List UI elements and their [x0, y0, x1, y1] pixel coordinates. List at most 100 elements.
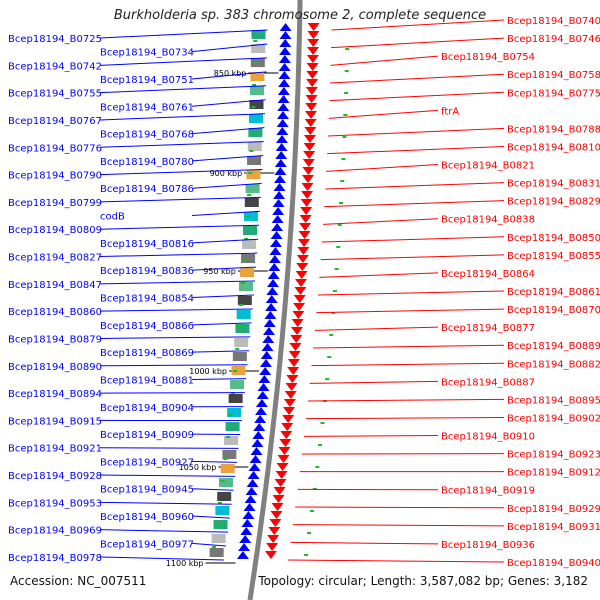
reverse-gene-arrow	[239, 535, 252, 543]
forward-gene-arrow	[293, 303, 306, 311]
feature-block	[234, 338, 249, 347]
feature-block	[231, 366, 246, 375]
right-connector-line	[328, 109, 439, 119]
left-gene-label: Bcep18194_B0836	[100, 266, 194, 277]
forward-gene-arrow	[277, 455, 290, 463]
reverse-gene-arrow	[256, 391, 269, 399]
right-gene-label: Bcep18194_B0882	[507, 359, 600, 370]
feature-block	[217, 492, 232, 501]
feature-block	[237, 296, 252, 305]
chromosome-backbone	[247, 0, 303, 600]
forward-gene-arrow	[266, 543, 279, 551]
forward-gene-arrow	[287, 359, 300, 367]
reverse-gene-arrow	[270, 231, 283, 239]
feature-mark	[320, 422, 325, 424]
forward-gene-arrow	[296, 255, 309, 263]
forward-gene-arrow	[306, 79, 319, 87]
forward-gene-arrow	[274, 479, 287, 487]
forward-gene-arrow	[284, 391, 297, 399]
left-gene-label: Bcep18194_B0978	[8, 553, 102, 564]
reverse-gene-arrow	[269, 247, 282, 255]
left-connector-line	[191, 542, 226, 547]
feature-block	[236, 310, 251, 319]
left-connector-line	[191, 99, 266, 107]
left-gene-label: Bcep18194_B0780	[100, 157, 194, 168]
reverse-gene-arrow	[247, 471, 260, 479]
left-connector-line	[191, 43, 268, 53]
forward-gene-arrow	[292, 311, 305, 319]
left-gene-label: Bcep18194_B0945	[100, 485, 194, 496]
right-connector-line	[321, 236, 505, 243]
left-gene-label: Bcep18194_B0869	[100, 348, 194, 359]
forward-gene-arrow	[283, 407, 296, 415]
right-connector-line	[290, 541, 439, 545]
forward-gene-arrow	[297, 247, 310, 255]
left-connector-line	[99, 364, 248, 367]
reverse-gene-arrow	[260, 351, 273, 359]
forward-gene-arrow	[302, 159, 315, 167]
left-gene-label: Bcep18194_B0921	[8, 444, 102, 455]
right-connector-line	[316, 308, 505, 314]
feature-block	[228, 394, 243, 403]
feature-block	[249, 100, 264, 109]
reverse-gene-arrow	[279, 23, 292, 31]
feature-mark	[239, 304, 244, 306]
right-connector-line	[323, 218, 439, 225]
right-gene-label: Bcep18194_B0829	[507, 197, 600, 208]
topology-text: Topology: circular; Length: 3,587,082 bp…	[258, 574, 588, 588]
right-gene-label: Bcep18194_B0895	[507, 395, 600, 406]
feature-mark	[327, 356, 332, 358]
feature-mark	[244, 238, 249, 240]
left-gene-label: Bcep18194_B0927	[100, 457, 194, 468]
reverse-gene-arrow	[252, 431, 265, 439]
feature-block	[241, 254, 256, 263]
feature-mark	[303, 554, 308, 556]
feature-mark	[253, 40, 258, 42]
right-gene-label: Bcep18194_B0775	[507, 88, 600, 99]
forward-gene-arrow	[299, 215, 312, 223]
left-gene-label: Bcep18194_B0894	[8, 389, 102, 400]
forward-gene-arrow	[295, 279, 308, 287]
feature-mark	[240, 282, 245, 284]
right-connector-line	[307, 398, 505, 402]
feature-mark	[339, 202, 344, 204]
left-connector-line	[99, 556, 224, 561]
forward-gene-arrow	[300, 199, 313, 207]
left-connector-line	[191, 294, 254, 298]
right-gene-label: Bcep18194_B0810	[507, 142, 600, 153]
left-gene-label: Bcep18194_B0799	[8, 198, 102, 209]
reverse-gene-arrow	[273, 191, 286, 199]
left-connector-line	[191, 322, 252, 326]
reverse-gene-arrow	[259, 359, 272, 367]
forward-gene-arrow	[303, 135, 316, 143]
left-gene-label: Bcep18194_B0776	[8, 143, 102, 154]
feature-block	[243, 212, 258, 221]
left-gene-label: Bcep18194_B0909	[100, 430, 194, 441]
feature-mark	[341, 158, 346, 160]
feature-mark	[332, 290, 337, 292]
feature-block	[248, 114, 263, 123]
right-gene-label: Bcep18194_B0877	[441, 323, 535, 334]
left-connector-line	[191, 210, 261, 217]
left-connector-line	[99, 57, 267, 66]
feature-mark	[306, 532, 311, 534]
feature-mark	[245, 216, 250, 218]
reverse-gene-arrow	[268, 263, 281, 271]
right-gene-label: Bcep18194_B0931	[507, 522, 600, 533]
reverse-gene-arrow	[275, 143, 288, 151]
feature-block	[245, 184, 260, 193]
right-gene-label: Bcep18194_B0912	[507, 468, 600, 479]
reverse-gene-arrow	[270, 239, 283, 247]
right-connector-line	[330, 55, 439, 66]
feature-block	[209, 548, 224, 557]
reverse-gene-arrow	[259, 367, 272, 375]
feature-block	[238, 282, 253, 291]
left-connector-line	[191, 378, 247, 380]
feature-mark	[329, 334, 334, 336]
feature-mark	[331, 312, 336, 314]
feature-mark	[228, 414, 233, 416]
feature-block	[247, 142, 262, 151]
feature-mark	[247, 194, 252, 196]
forward-gene-arrow	[301, 191, 314, 199]
